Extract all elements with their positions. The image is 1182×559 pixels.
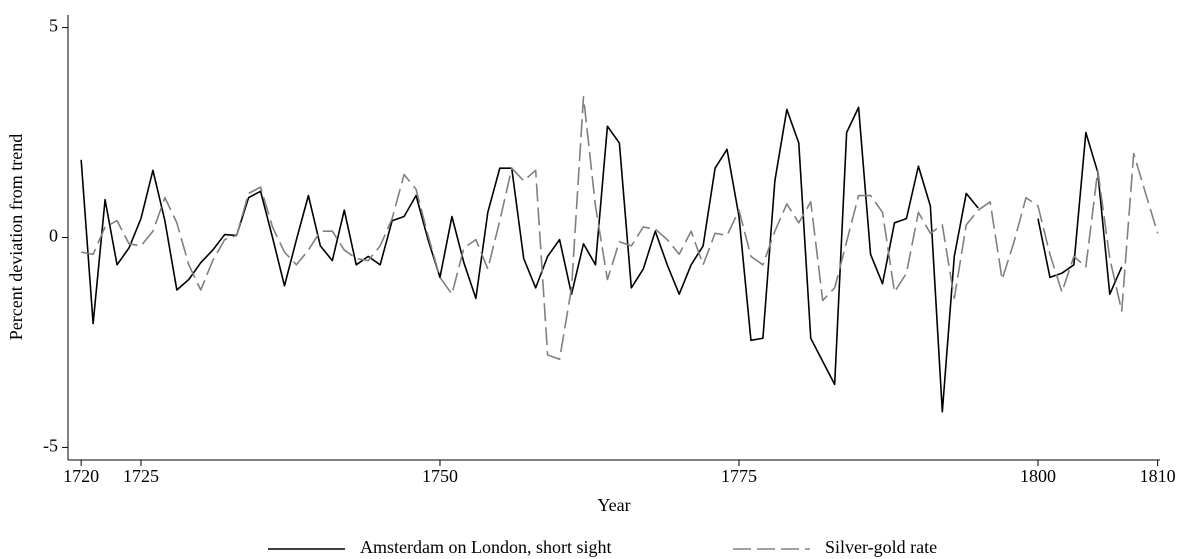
x-tick-label: 1775 <box>721 466 757 486</box>
y-tick-label: -5 <box>43 436 58 456</box>
legend-label: Amsterdam on London, short sight <box>360 537 611 557</box>
series-line <box>81 96 1159 361</box>
y-axis-label: Percent deviation from trend <box>6 134 26 340</box>
x-tick-label: 1725 <box>123 466 159 486</box>
y-tick-label: 5 <box>49 16 58 36</box>
x-axis-label: Year <box>597 495 630 515</box>
x-tick-label: 1750 <box>422 466 458 486</box>
x-tick-label: 1720 <box>63 466 99 486</box>
series-line <box>80 106 1123 413</box>
legend-label: Silver-gold rate <box>825 537 937 557</box>
x-tick-label: 1800 <box>1020 466 1056 486</box>
y-tick-label: 0 <box>49 226 58 246</box>
x-tick-label: 1810 <box>1140 466 1176 486</box>
